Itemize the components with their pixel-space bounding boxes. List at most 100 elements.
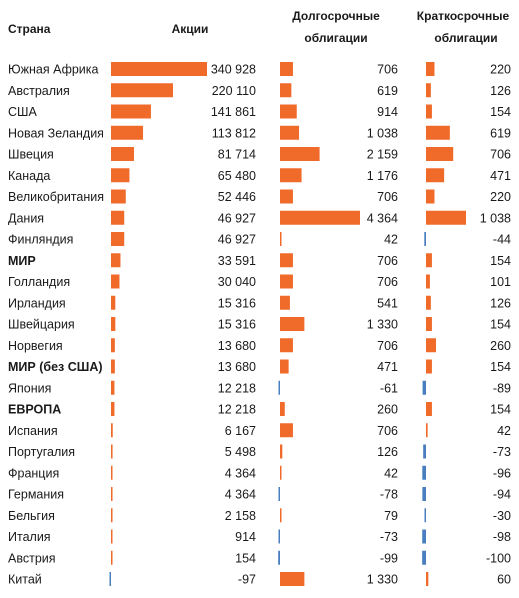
equity-bar — [111, 210, 125, 225]
long-bonds-bar — [278, 550, 280, 565]
equity-value-label: 46 927 — [218, 233, 256, 247]
long-bonds-bar — [278, 380, 280, 395]
table-row: Норвегия 13 680 706 260 — [8, 338, 511, 353]
equity-value-label: 914 — [235, 530, 256, 544]
equity-value-label: 340 928 — [211, 63, 256, 77]
short-bonds-bar — [426, 359, 432, 374]
header-short-bonds-line1: Краткосрочные — [417, 9, 510, 23]
table-row: Великобритания 52 446 706 220 — [8, 189, 511, 204]
table-row: Австрия 154 -99 -100 — [8, 550, 511, 565]
short-bonds-value-label: -73 — [493, 445, 511, 459]
equity-value-label: 15 316 — [218, 318, 256, 332]
short-bonds-bar — [426, 317, 432, 331]
country-label: Италия — [8, 530, 51, 544]
table-row: Япония 12 218 -61 -89 — [8, 380, 511, 395]
short-bonds-bar — [426, 147, 454, 161]
long-bonds-bar — [280, 210, 360, 225]
table-row: Канада 65 480 1 176 471 — [8, 168, 511, 183]
short-bonds-value-label: 706 — [490, 148, 511, 162]
short-bonds-bar — [422, 465, 426, 480]
short-bonds-bar — [426, 572, 429, 586]
country-label: Испания — [8, 424, 58, 438]
long-bonds-value-label: 471 — [377, 360, 398, 374]
long-bonds-bar — [278, 529, 280, 544]
short-bonds-value-label: 60 — [497, 573, 511, 587]
equity-value-label: 30 040 — [218, 275, 256, 289]
short-bonds-bar — [426, 338, 437, 353]
long-bonds-bar — [278, 487, 280, 501]
country-label: Швейцария — [8, 318, 75, 332]
table-row: Финляндия 46 927 42 -44 — [8, 232, 511, 247]
long-bonds-bar — [280, 232, 282, 246]
header-long-bonds-line1: Долгосрочные — [292, 9, 380, 23]
equity-bar — [111, 423, 113, 438]
equity-bar — [111, 380, 115, 395]
table-row: МИР 33 591 706 154 — [8, 253, 511, 268]
equity-bar — [111, 125, 144, 140]
short-bonds-bar — [426, 210, 466, 225]
long-bonds-bar — [280, 104, 297, 119]
short-bonds-value-label: 1 038 — [480, 211, 511, 225]
long-bonds-value-label: 706 — [377, 275, 398, 289]
equity-value-label: 46 927 — [218, 211, 256, 225]
table-row: Франция 4 364 42 -96 — [8, 465, 511, 480]
short-bonds-value-label: -94 — [493, 488, 511, 502]
long-bonds-value-label: -61 — [380, 381, 398, 395]
short-bonds-value-label: -30 — [493, 509, 511, 523]
short-bonds-value-label: 619 — [490, 126, 511, 140]
long-bonds-bar — [280, 253, 293, 268]
country-label: Китай — [8, 573, 42, 587]
short-bonds-bar — [426, 253, 432, 268]
equity-value-label: 13 680 — [218, 360, 256, 374]
short-bonds-bar — [426, 62, 435, 76]
country-label: Португалия — [8, 445, 75, 459]
table-row: Швеция 81 714 2 159 706 — [8, 147, 511, 162]
short-bonds-bar — [424, 232, 426, 246]
equity-bar — [111, 147, 135, 161]
long-bonds-value-label: 706 — [377, 424, 398, 438]
country-label: Австралия — [8, 84, 70, 98]
short-bonds-value-label: 42 — [497, 424, 511, 438]
table-row: Австралия 220 110 619 126 — [8, 83, 511, 98]
short-bonds-bar — [426, 274, 430, 289]
table-row: ЕВРОПА 12 218 260 154 — [8, 402, 511, 417]
long-bonds-value-label: 4 364 — [367, 211, 398, 225]
short-bonds-value-label: 154 — [490, 318, 511, 332]
long-bonds-bar — [280, 125, 300, 140]
equity-value-label: 2 158 — [225, 509, 256, 523]
equity-bar — [111, 550, 113, 565]
long-bonds-bar — [280, 572, 305, 586]
long-bonds-bar — [280, 62, 293, 76]
long-bonds-value-label: 2 159 — [367, 148, 398, 162]
equity-value-label: 81 714 — [218, 148, 256, 162]
short-bonds-bar — [426, 168, 445, 183]
long-bonds-bar — [280, 147, 320, 161]
header-country: Страна — [8, 22, 51, 36]
long-bonds-bar — [280, 317, 305, 331]
table-rows: Южная Африка 340 928 706 220 Австралия 220 11… — [8, 62, 511, 587]
equity-bar — [111, 338, 115, 353]
long-bonds-bar — [280, 168, 302, 183]
country-label: Франция — [8, 466, 59, 480]
equity-bar — [111, 529, 113, 544]
short-bonds-value-label: 220 — [490, 190, 511, 204]
short-bonds-value-label: 220 — [490, 63, 511, 77]
long-bonds-value-label: 42 — [384, 466, 398, 480]
short-bonds-value-label: 154 — [490, 360, 511, 374]
equity-bar — [111, 274, 120, 289]
long-bonds-value-label: -78 — [380, 488, 398, 502]
country-label: Ирландия — [8, 296, 66, 310]
equity-value-label: 141 861 — [211, 105, 256, 119]
table-row: Новая Зеландия 113 812 1 038 619 — [8, 125, 511, 140]
long-bonds-value-label: -73 — [380, 530, 398, 544]
table-row: Испания 6 167 706 42 — [8, 423, 511, 438]
table-row: Голландия 30 040 706 101 — [8, 274, 511, 289]
short-bonds-bar — [422, 529, 426, 544]
short-bonds-value-label: 154 — [490, 105, 511, 119]
table-row: Китай -97 1 330 60 — [8, 572, 511, 587]
long-bonds-value-label: 706 — [377, 254, 398, 268]
equity-value-label: 15 316 — [218, 296, 256, 310]
table-row: Южная Африка 340 928 706 220 — [8, 62, 511, 77]
country-label: Канада — [8, 169, 50, 183]
